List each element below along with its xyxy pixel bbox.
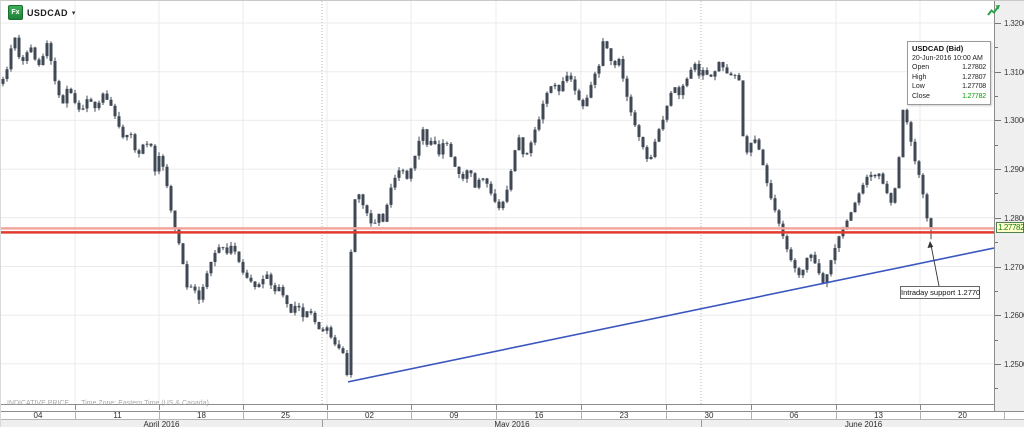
- week-label: 09: [411, 412, 496, 419]
- y-axis-minor-tick: [995, 144, 998, 146]
- chart-line-icon[interactable]: [986, 3, 1002, 19]
- week-label: 02: [327, 412, 411, 419]
- tooltip-row: High 1.27807: [912, 73, 986, 81]
- chart-canvas[interactable]: [1, 1, 995, 405]
- candlestick-series: [1, 34, 933, 378]
- y-axis-minor-tick: [995, 290, 998, 292]
- week-label: 20: [920, 412, 1004, 419]
- week-label: 11: [75, 412, 159, 419]
- x-axis-tick: [243, 405, 244, 410]
- y-axis-tick: [995, 217, 1001, 219]
- tooltip-row: Open 1.27802: [912, 64, 986, 71]
- current-price-tag: 1.27782: [996, 222, 1024, 233]
- y-axis-minor-tick: [995, 96, 998, 97]
- tooltip-title: USDCAD (Bid): [912, 44, 964, 53]
- y-axis-label: 1.26000: [1004, 311, 1024, 321]
- tooltip-datetime: 20-Jun-2016 10:00 AM: [912, 55, 983, 62]
- week-label: 13: [836, 412, 920, 419]
- indicative-price-label: INDICATIVE PRICE: [7, 400, 70, 407]
- x-axis-tick: [751, 405, 752, 410]
- timezone-label: Time Zone: Eastern Time (US & Canada): [81, 400, 209, 407]
- month-row: April 2016 May 2016 June 2016: [1, 420, 1024, 427]
- tooltip-row: Close 1.27782: [912, 92, 986, 100]
- time-axis[interactable]: 04 11 18 25 02 09 16 23 30 06 13 20 April 2016 May 2…: [1, 411, 1024, 427]
- x-axis-tick: [920, 405, 921, 410]
- price-axis[interactable]: 1.27782 1.32000 1.31000 1.30000 1.29000 1.28…: [994, 1, 1024, 411]
- week-label: 18: [159, 412, 243, 419]
- annotation-arrow: [927, 241, 940, 287]
- price-chart[interactable]: [1, 1, 995, 405]
- week-row: 04 11 18 25 02 09 16 23 30 06 13 20: [1, 411, 1024, 420]
- y-axis-label: 1.27000: [1004, 262, 1024, 272]
- y-axis-minor-tick: [995, 339, 998, 341]
- symbol-selector[interactable]: Fx USDCAD ▾: [8, 5, 75, 20]
- y-axis-minor-tick: [995, 242, 998, 244]
- week-label: 23: [581, 412, 666, 419]
- fx-badge-icon: Fx: [8, 5, 23, 20]
- x-axis-tick: [159, 405, 160, 410]
- week-label: 25: [243, 412, 327, 419]
- y-axis-tick: [995, 315, 1001, 317]
- y-axis-label: 1.32000: [1004, 19, 1024, 28]
- x-axis-tick: [836, 405, 837, 410]
- y-axis-label: 1.31000: [1004, 67, 1024, 77]
- week-label: 04: [33, 412, 43, 419]
- week-label: 06: [751, 412, 836, 419]
- footer-note: INDICATIVE PRICE Time Zone: Eastern Time …: [7, 400, 221, 407]
- ohlc-tooltip: USDCAD (Bid) 20-Jun-2016 10:00 AM Open 1.…: [907, 41, 991, 105]
- y-axis-label: 1.30000: [1004, 116, 1024, 126]
- week-label: 30: [666, 412, 751, 419]
- y-axis-tick: [995, 363, 1001, 365]
- week-label: [1004, 412, 1024, 419]
- symbol-label: USDCAD: [27, 7, 68, 18]
- y-axis-minor-tick: [995, 193, 998, 195]
- x-axis-tick: [327, 405, 328, 410]
- y-axis-tick: [995, 23, 1001, 24]
- x-axis-tick: [581, 405, 582, 410]
- chevron-down-icon: ▾: [71, 9, 76, 17]
- y-axis-minor-tick: [995, 388, 998, 390]
- y-axis-label: 1.29000: [1004, 165, 1024, 175]
- x-axis-tick: [411, 405, 412, 410]
- time-axis-ticks: [1, 405, 994, 411]
- y-axis-label: 1.28000: [1004, 213, 1024, 223]
- week-label: 16: [496, 412, 581, 419]
- y-axis-tick: [995, 120, 1001, 122]
- annotation-support[interactable]: Intraday support 1.2770: [900, 286, 981, 299]
- month-label: May 2016: [322, 420, 701, 427]
- x-axis-tick: [496, 405, 497, 410]
- y-axis-minor-tick: [995, 47, 998, 49]
- month-label: June 2016: [701, 420, 1024, 427]
- x-axis-tick: [75, 405, 76, 410]
- y-axis-tick: [995, 71, 1001, 73]
- tooltip-row: Low 1.27708: [912, 83, 986, 90]
- x-axis-tick: [666, 405, 667, 410]
- y-axis-label: 1.25000: [1004, 359, 1024, 369]
- trend-line[interactable]: [347, 247, 995, 383]
- y-axis-tick: [995, 169, 1001, 171]
- month-label: April 2016: [143, 420, 180, 427]
- y-axis-tick: [995, 266, 1001, 268]
